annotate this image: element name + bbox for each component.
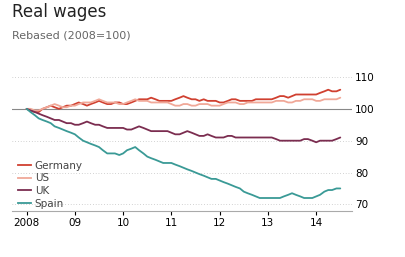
UK <box>149 130 153 133</box>
US <box>153 101 158 104</box>
UK <box>338 136 343 139</box>
Text: Real wages: Real wages <box>12 3 107 21</box>
Germany <box>105 103 110 106</box>
UK <box>109 126 113 130</box>
Germany <box>257 98 262 101</box>
Spain <box>338 187 343 190</box>
Germany <box>209 99 214 102</box>
Line: US: US <box>27 98 340 111</box>
Spain <box>109 152 113 155</box>
UK <box>24 107 29 110</box>
Germany <box>32 111 37 114</box>
Germany <box>153 98 158 101</box>
US <box>32 109 37 112</box>
US <box>24 107 29 110</box>
US <box>257 101 262 104</box>
UK <box>153 130 158 133</box>
Spain <box>24 107 29 110</box>
UK <box>314 141 319 144</box>
Spain <box>149 157 153 160</box>
Germany <box>338 88 343 91</box>
Spain <box>257 196 262 199</box>
US <box>113 101 117 104</box>
Germany <box>24 107 29 110</box>
UK <box>254 136 258 139</box>
Spain <box>153 158 158 161</box>
Spain <box>205 176 210 179</box>
Spain <box>100 149 105 152</box>
US <box>157 101 162 104</box>
Line: Spain: Spain <box>27 109 340 198</box>
US <box>338 96 343 99</box>
US <box>105 101 110 104</box>
Germany <box>113 101 117 104</box>
Germany <box>157 99 162 102</box>
Line: Germany: Germany <box>27 90 340 112</box>
Legend: Germany, US, UK, Spain: Germany, US, UK, Spain <box>14 157 87 213</box>
Line: UK: UK <box>27 109 340 142</box>
Germany <box>326 88 330 91</box>
UK <box>100 125 105 128</box>
Spain <box>254 195 258 198</box>
US <box>209 104 214 107</box>
UK <box>205 133 210 136</box>
Text: Rebased (2008=100): Rebased (2008=100) <box>12 31 131 41</box>
